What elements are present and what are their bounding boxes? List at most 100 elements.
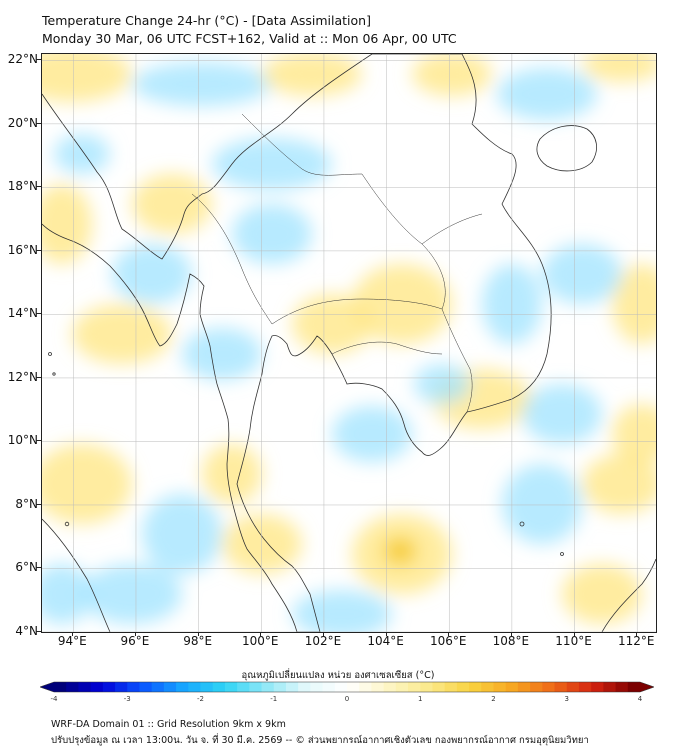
colorbar-tick-label: 2: [491, 695, 496, 703]
colorbar-outline: [40, 681, 654, 693]
lat-tick-mark: [36, 440, 41, 442]
lat-tick-mark: [36, 186, 41, 188]
colorbar-segment: [395, 682, 409, 692]
graticule: [42, 54, 656, 632]
colorbar-segment: [176, 682, 189, 692]
warming-area: [42, 444, 132, 524]
colorbar-segment: [469, 682, 482, 692]
lat-tick-label: 4°N: [15, 624, 38, 638]
colorbar-segment: [310, 682, 324, 692]
colorbar-min-arrow: [40, 682, 54, 692]
lat-tick-mark: [36, 631, 41, 632]
colorbar-segment: [517, 682, 531, 692]
country-borders: [191, 113, 483, 413]
colorbar-segment: [200, 682, 214, 692]
cooling-area: [332, 406, 412, 462]
colorbar-segment: [505, 682, 519, 692]
anomaly-field: [42, 54, 656, 632]
colorbar-segment: [493, 682, 507, 692]
colorbar-segment: [591, 682, 604, 692]
lat-tick-label: 18°N: [7, 179, 38, 194]
map-subtitle: Monday 30 Mar, 06 UTC FCST+162, Valid at…: [42, 31, 457, 46]
colorbar-segment: [298, 682, 311, 692]
colorbar-segment: [66, 682, 79, 692]
lon-tick-label: 104°E: [367, 634, 404, 648]
colorbar-segment: [420, 682, 433, 692]
warming-area: [292, 294, 372, 354]
colorbar-segment: [224, 682, 238, 692]
colorbar-segment: [285, 682, 299, 692]
cooling-area: [112, 244, 192, 304]
lat-tick-mark: [36, 567, 41, 569]
lat-tick-label: 10°N: [7, 433, 38, 448]
colorbar-segment: [163, 682, 177, 692]
colorbar-segment: [481, 682, 494, 692]
lon-tick-label: 98°E: [183, 634, 213, 648]
colorbar-segment: [334, 682, 348, 692]
colorbar-tick-label: -1: [270, 695, 278, 703]
colorbar-segment: [139, 682, 153, 692]
lon-tick-mark: [636, 632, 638, 636]
warming-area: [222, 514, 302, 574]
lon-tick-label: 112°E: [617, 634, 655, 648]
colorbar-segment: [603, 682, 617, 692]
cooling-area: [414, 364, 470, 404]
warming-area: [72, 304, 172, 364]
lat-tick-label: 12°N: [7, 369, 38, 384]
colorbar-segment: [102, 682, 116, 692]
lon-tick-mark: [134, 632, 136, 636]
cooling-area: [42, 564, 92, 624]
lon-tick-mark: [260, 632, 262, 636]
cooling-area: [82, 564, 182, 624]
footer-model-info: WRF-DA Domain 01 :: Grid Resolution 9km …: [51, 719, 286, 730]
colorbar-segment: [432, 682, 446, 692]
lon-tick-label: 106°E: [429, 634, 467, 648]
warming-area: [262, 54, 362, 96]
lon-tick-label: 100°E: [242, 634, 279, 648]
colorbar-segment: [261, 682, 275, 692]
lon-tick-mark: [385, 632, 387, 636]
colorbar-segment: [237, 682, 250, 692]
lon-tick-label: 102°E: [304, 634, 342, 648]
colorbar-segment: [578, 682, 592, 692]
colorbar-segment: [212, 682, 226, 692]
colorbar-segment: [371, 682, 385, 692]
footer-credit: ปรับปรุงข้อมูล ณ เวลา 13:00น. วัน จ. ที่…: [51, 735, 589, 746]
warming-peak: [384, 538, 416, 564]
lat-tick-label: 14°N: [7, 306, 38, 321]
colorbar-tick-label: 4: [637, 695, 643, 703]
lon-tick-label: 108°E: [492, 634, 530, 648]
warming-area: [582, 54, 656, 82]
lat-tick-mark: [36, 122, 41, 124]
colorbar-segment: [408, 682, 421, 692]
warming-area: [42, 184, 92, 264]
colorbar-segment: [554, 682, 568, 692]
coastline: [42, 54, 656, 632]
lat-tick-mark: [36, 376, 41, 378]
lon-tick-mark: [510, 632, 512, 636]
lon-tick-mark: [72, 632, 74, 636]
colorbar-segment: [151, 682, 165, 692]
colorbar-segment: [322, 682, 336, 692]
cooling-area: [182, 328, 262, 380]
colorbar-segment: [542, 682, 556, 692]
colorbar-segment: [78, 682, 92, 692]
warming-area: [202, 444, 262, 504]
colorbar-segment: [383, 682, 397, 692]
warming-area: [412, 54, 492, 96]
warming-area: [612, 264, 656, 344]
lat-tick-mark: [36, 503, 41, 505]
colorbar-tick-label: -4: [50, 695, 58, 703]
colorbar-segment: [615, 682, 629, 692]
colorbar-segment: [444, 682, 458, 692]
colorbar-max-arrow: [640, 682, 654, 692]
lon-tick-mark: [322, 632, 324, 636]
colorbar-segment: [273, 682, 287, 692]
warming-area: [132, 174, 212, 234]
warming-area: [42, 54, 132, 102]
warming-area: [612, 404, 656, 464]
colorbar-segment: [359, 682, 372, 692]
map-canvas: [42, 54, 656, 632]
lon-tick-mark: [573, 632, 575, 636]
cooling-area: [232, 204, 312, 264]
